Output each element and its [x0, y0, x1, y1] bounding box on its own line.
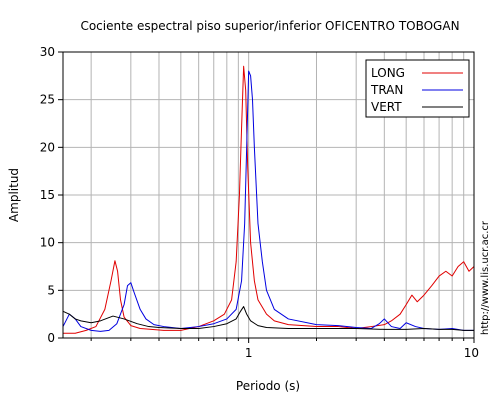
series-line-vert: [62, 306, 474, 331]
y-tick-label: 10: [40, 236, 55, 250]
x-tick-label: 1: [245, 346, 253, 360]
chart-title: Cociente espectral piso superior/inferio…: [80, 19, 459, 33]
legend-label-long: LONG: [371, 66, 405, 80]
y-tick-label: 20: [40, 140, 55, 154]
x-axis-label: Periodo (s): [236, 379, 300, 393]
y-tick-label: 0: [47, 331, 55, 345]
series-line-tran: [62, 70, 474, 332]
y-tick-label: 15: [40, 188, 55, 202]
y-tick-label: 5: [47, 283, 55, 297]
legend-label-tran: TRAN: [370, 83, 403, 97]
y-axis-label: Amplitud: [7, 168, 21, 222]
axis-ticks: 0 5 10 15 20 25 30 1 10: [40, 45, 479, 360]
legend-label-vert: VERT: [371, 100, 402, 114]
series-lines: [62, 65, 475, 334]
y-tick-label: 30: [40, 45, 55, 59]
series-line-long: [63, 65, 475, 334]
website-url-label: http://www.lis.ucr.ac.cr: [480, 220, 491, 335]
y-tick-label: 25: [40, 93, 55, 107]
x-tick-label: 10: [464, 346, 479, 360]
legend: LONG TRAN VERT: [365, 59, 470, 118]
